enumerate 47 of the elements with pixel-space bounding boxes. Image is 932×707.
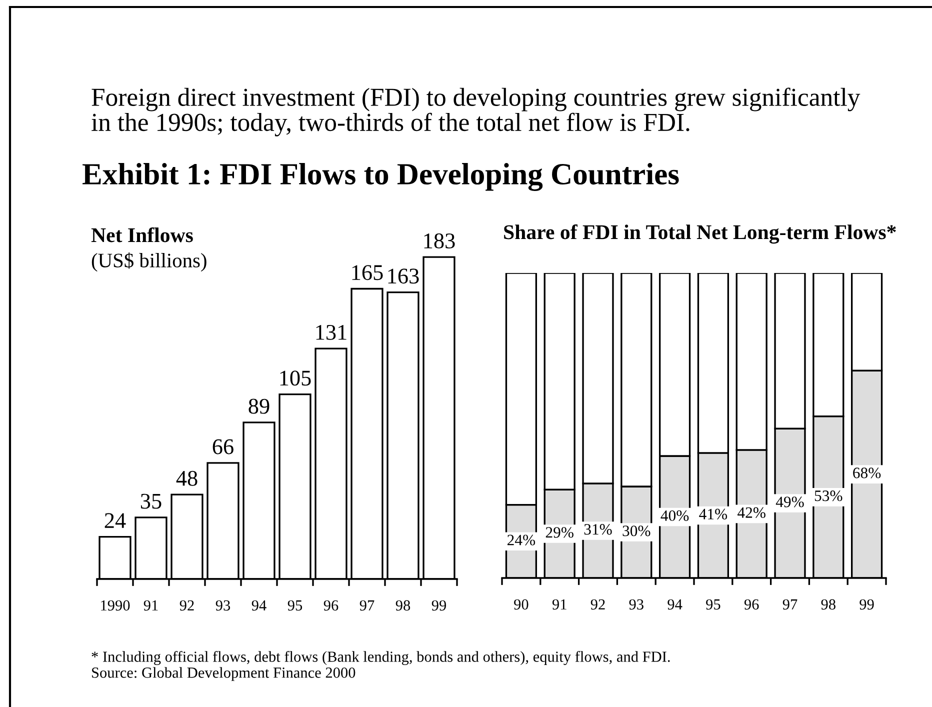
x-tick-label: 91: [552, 599, 566, 610]
data-label: 183: [424, 233, 455, 248]
data-label: 24%: [508, 534, 536, 546]
x-tick-label: 97: [360, 600, 374, 611]
data-label: 40%: [660, 510, 689, 521]
x-tick-label: 92: [180, 600, 194, 611]
x-tick-label: 96: [744, 599, 759, 610]
x-tick-label: 98: [396, 600, 410, 611]
chart-subtitle: (US$ billions): [92, 252, 206, 272]
data-label: 165: [352, 265, 383, 280]
x-tick-label: 99: [860, 599, 874, 610]
data-label: 31%: [584, 524, 612, 535]
source-note: Source: Global Development Finance 2000: [92, 667, 356, 681]
x-tick-label: 92: [590, 599, 605, 610]
x-tick-label: 90: [514, 599, 528, 610]
x-tick-label: 96: [324, 600, 338, 611]
data-label: 131: [316, 324, 346, 340]
x-tick-label: 95: [288, 600, 302, 611]
x-tick-label: 95: [706, 599, 720, 610]
data-label: 29%: [546, 527, 574, 538]
x-tick-label: 98: [821, 599, 836, 610]
data-label: 53%: [814, 490, 842, 502]
x-tick-label: 97: [782, 599, 798, 610]
data-label: 89: [248, 398, 270, 414]
x-tick-label: 93: [216, 600, 230, 611]
x-tick-label: 91: [144, 600, 158, 611]
x-tick-label: 94: [668, 599, 682, 610]
data-label: 48: [176, 470, 198, 486]
text: Foreign direct investment (FDI) to developing countries grew significantly in the 1990s; today, two-thirds of the total net flow is FDI.: [92, 88, 860, 136]
data-label: 35: [140, 494, 162, 509]
text: Exhibit 1: FDI Flows to Developing Countries: [82, 163, 679, 191]
data-label: 42%: [738, 507, 766, 518]
x-tick-label: 93: [629, 599, 644, 610]
x-tick-label: 99: [432, 600, 446, 611]
text: * Including official flows, debt flows (Bank lending, bonds and others), equity flows, and FDI.: [92, 650, 670, 666]
data-label: 30%: [622, 526, 650, 536]
chart-title: Share of FDI in Total Net Long-term Flows*: [504, 224, 896, 244]
data-label: 163: [388, 268, 419, 284]
x-tick-label: 1990: [101, 600, 130, 611]
data-label: 68%: [853, 468, 881, 478]
chart-title: Net Inflows: [91, 227, 193, 242]
data-label: 41%: [699, 508, 728, 520]
data-label: 105: [280, 370, 311, 386]
data-label: 49%: [776, 496, 804, 508]
data-label: 24: [104, 513, 126, 528]
data-label: 66: [212, 439, 234, 454]
x-tick-label: 94: [252, 600, 266, 611]
